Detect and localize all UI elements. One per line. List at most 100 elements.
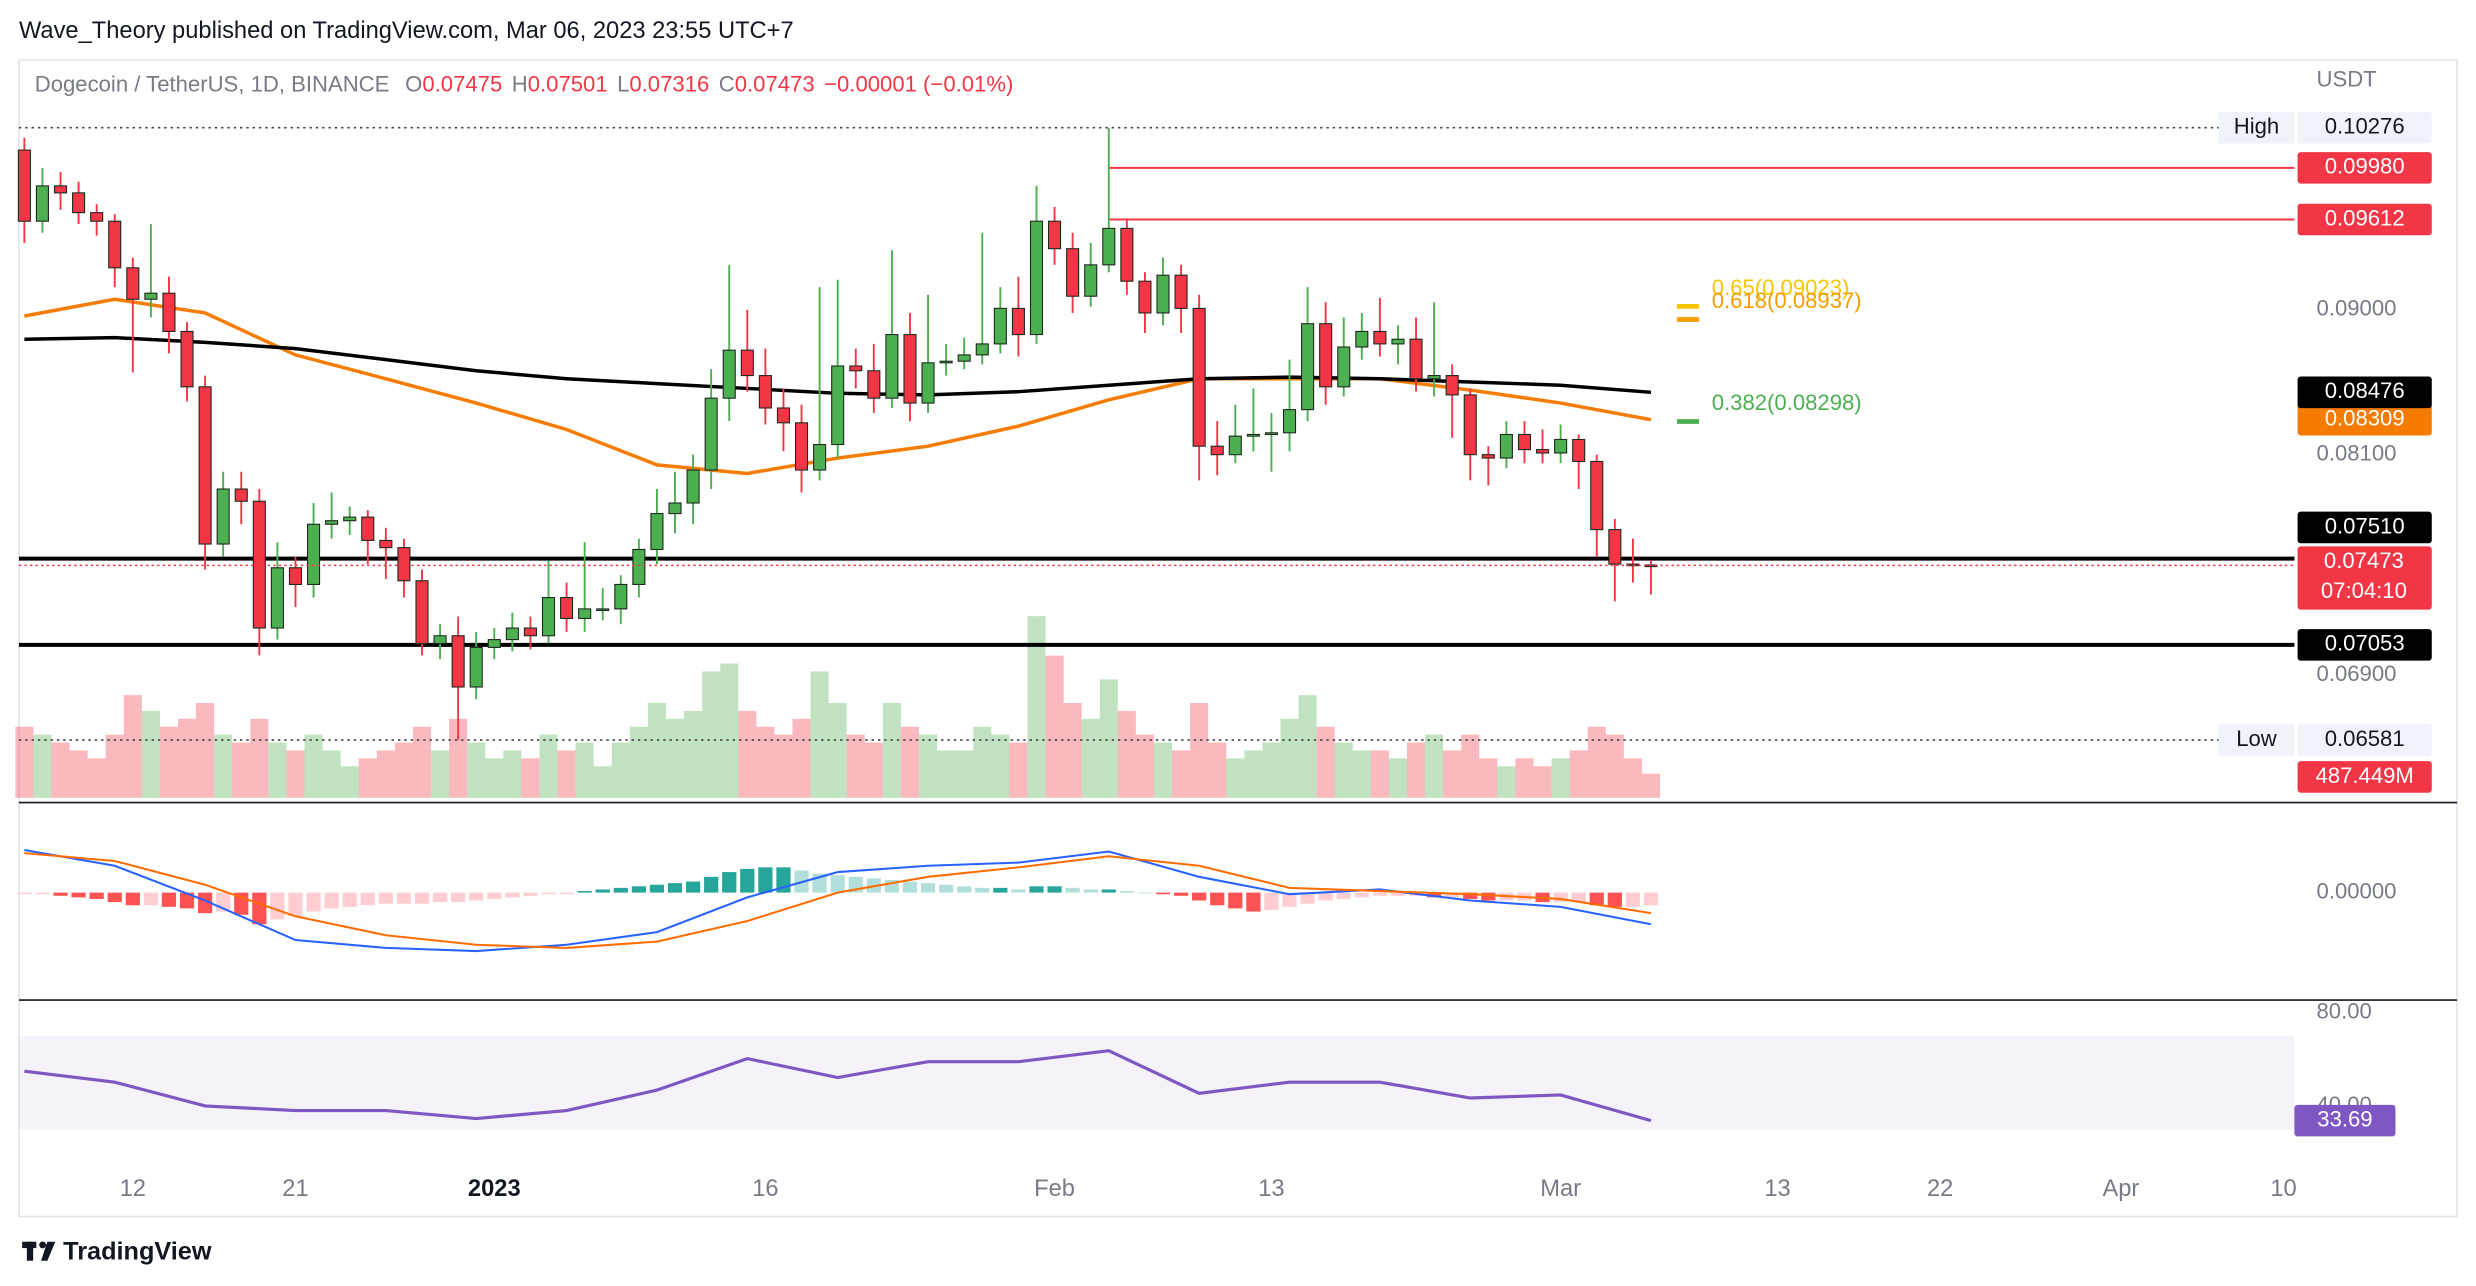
x-tick-label: 2023 <box>468 1176 521 1202</box>
candle-body <box>17 149 31 222</box>
ma-tag-bg <box>2297 376 2432 409</box>
candle-body <box>1391 338 1405 345</box>
volume-bar <box>1244 750 1263 798</box>
volume-bar <box>232 742 251 798</box>
x-tick-label: 22 <box>1927 1176 1953 1202</box>
logo <box>22 1241 56 1261</box>
macd-histogram <box>758 867 773 893</box>
level-tag: 0.09612 <box>2325 205 2405 230</box>
rsi-tag: 33.69 <box>2317 1106 2372 1131</box>
macd-histogram <box>1029 886 1044 893</box>
candle-body <box>975 343 989 356</box>
volume-bar <box>846 734 865 798</box>
volume-bar <box>702 671 721 798</box>
change: −0.00001 (−0.01%) <box>824 71 1013 96</box>
countdown: 07:04:10 <box>2321 578 2407 603</box>
candle-body <box>126 267 140 300</box>
macd-line <box>24 852 1652 949</box>
candle-body <box>1355 330 1369 348</box>
volume-bar <box>1515 758 1534 798</box>
volume-bar <box>1551 758 1570 798</box>
fib-label: 0.618(0.08937) <box>1712 288 1862 313</box>
candle-body <box>288 567 303 586</box>
volume-bar <box>1443 750 1462 798</box>
volume-bar <box>955 750 974 798</box>
candle-body <box>1481 454 1495 459</box>
candle-body <box>1427 375 1441 380</box>
level-tag: 0.07510 <box>2325 513 2405 538</box>
macd-histogram <box>451 892 466 903</box>
volume-bar <box>105 734 124 798</box>
volume-bar <box>1027 616 1046 798</box>
macd-histogram <box>1553 892 1568 903</box>
candle-body <box>415 580 429 645</box>
candle-body <box>794 422 809 471</box>
macd-histogram <box>559 892 574 895</box>
macd-histogram <box>957 886 972 893</box>
volume-bar <box>1135 734 1154 798</box>
macd-histogram <box>342 892 357 907</box>
header: Wave_Theory published on TradingView.com… <box>19 18 794 44</box>
macd-histogram <box>270 892 285 920</box>
volume-bar <box>1623 758 1642 798</box>
candle-body <box>505 627 519 641</box>
volume-bar <box>69 750 88 798</box>
candle-body <box>921 362 935 404</box>
macd-histogram <box>541 892 556 895</box>
macd-histogram <box>722 872 737 893</box>
candle-body <box>849 365 863 372</box>
level-tag: 0.06581 <box>2325 726 2405 751</box>
macd-histogram <box>1246 892 1261 912</box>
macd-histogram <box>1282 892 1297 907</box>
macd-histogram <box>613 887 628 893</box>
level-tag-bg <box>2297 111 2432 144</box>
fib-label: 0.65(0.09023) <box>1712 275 1850 300</box>
candle-body <box>198 386 212 545</box>
candle-body <box>325 520 339 525</box>
candle-body <box>740 349 754 377</box>
level-name: High <box>2234 114 2279 139</box>
ohlc-letter: O <box>405 71 422 96</box>
volume-bar <box>123 695 142 798</box>
candle-body <box>1138 280 1152 314</box>
volume-bar <box>1587 726 1606 798</box>
volume-bar <box>539 734 558 798</box>
volume-bar <box>449 718 468 798</box>
candle-body <box>306 523 321 586</box>
volume-bar <box>864 742 883 798</box>
volume-bar <box>665 718 685 798</box>
x-tick-label: 13 <box>1258 1176 1284 1202</box>
macd-histogram <box>505 892 520 898</box>
candle-body <box>776 407 791 424</box>
volume-bar <box>1262 742 1281 798</box>
volume-bar <box>1641 773 1661 798</box>
macd-histogram <box>1083 889 1098 893</box>
candle-body <box>1156 274 1170 314</box>
candle-body <box>1590 460 1604 531</box>
level-name-bg <box>2218 724 2295 756</box>
macd-histogram <box>920 883 936 893</box>
macd-histogram <box>993 887 1008 893</box>
volume-bar <box>268 742 287 798</box>
macd-histogram <box>1264 892 1279 910</box>
ma-tag: 0.08309 <box>2325 406 2405 431</box>
volume-bar <box>792 718 811 798</box>
macd-line <box>24 848 1652 953</box>
volume-bar <box>774 734 793 798</box>
volume-bar <box>557 750 576 798</box>
level-tag-bg <box>2297 724 2432 756</box>
candle-body <box>1066 248 1080 297</box>
candle-body <box>523 627 537 637</box>
price-tag: 0.07473 <box>2324 548 2404 573</box>
volume-bar <box>431 750 450 798</box>
candle-body <box>1572 438 1586 463</box>
volume-bar <box>196 703 215 798</box>
macd-histogram <box>306 892 321 912</box>
volume-bar <box>141 710 160 798</box>
volume-bar <box>394 742 413 798</box>
volume-bar <box>919 734 938 798</box>
volume-bar <box>1497 766 1516 798</box>
macd-histogram <box>179 892 195 909</box>
volume-bar <box>593 766 612 798</box>
volume-bar <box>810 671 829 798</box>
